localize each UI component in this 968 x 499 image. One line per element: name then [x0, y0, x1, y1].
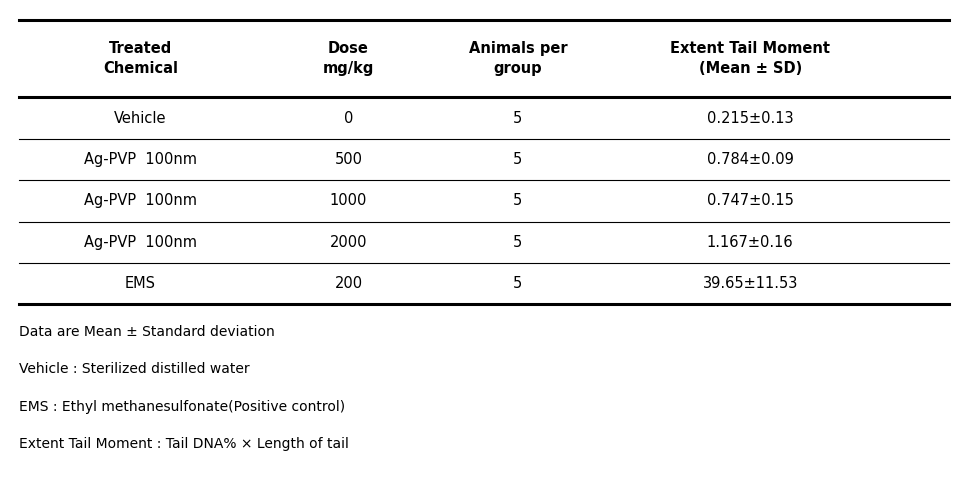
Text: 39.65±11.53: 39.65±11.53 — [703, 276, 798, 291]
Text: 0.215±0.13: 0.215±0.13 — [707, 110, 794, 126]
Text: Vehicle: Vehicle — [114, 110, 166, 126]
Text: 200: 200 — [334, 276, 363, 291]
Text: 5: 5 — [513, 276, 523, 291]
Text: 5: 5 — [513, 110, 523, 126]
Text: Animals per
group: Animals per group — [469, 41, 567, 76]
Text: 500: 500 — [335, 152, 362, 167]
Text: Ag-PVP  100nm: Ag-PVP 100nm — [84, 152, 197, 167]
Text: 1.167±0.16: 1.167±0.16 — [707, 235, 794, 250]
Text: Treated
Chemical: Treated Chemical — [103, 41, 178, 76]
Text: 5: 5 — [513, 152, 523, 167]
Text: 0: 0 — [344, 110, 353, 126]
Text: Extent Tail Moment : Tail DNA% × Length of tail: Extent Tail Moment : Tail DNA% × Length … — [19, 437, 349, 451]
Text: 1000: 1000 — [330, 193, 367, 209]
Text: EMS : Ethyl methanesulfonate(Positive control): EMS : Ethyl methanesulfonate(Positive co… — [19, 400, 346, 414]
Text: Extent Tail Moment
(Mean ± SD): Extent Tail Moment (Mean ± SD) — [670, 41, 831, 76]
Text: Vehicle : Sterilized distilled water: Vehicle : Sterilized distilled water — [19, 362, 250, 376]
Text: 2000: 2000 — [330, 235, 367, 250]
Text: 0.747±0.15: 0.747±0.15 — [707, 193, 794, 209]
Text: 5: 5 — [513, 235, 523, 250]
Text: 5: 5 — [513, 193, 523, 209]
Text: Dose
mg/kg: Dose mg/kg — [322, 41, 375, 76]
Text: Data are Mean ± Standard deviation: Data are Mean ± Standard deviation — [19, 325, 275, 339]
Text: 0.784±0.09: 0.784±0.09 — [707, 152, 794, 167]
Text: Ag-PVP  100nm: Ag-PVP 100nm — [84, 235, 197, 250]
Text: Ag-PVP  100nm: Ag-PVP 100nm — [84, 193, 197, 209]
Text: EMS: EMS — [125, 276, 156, 291]
